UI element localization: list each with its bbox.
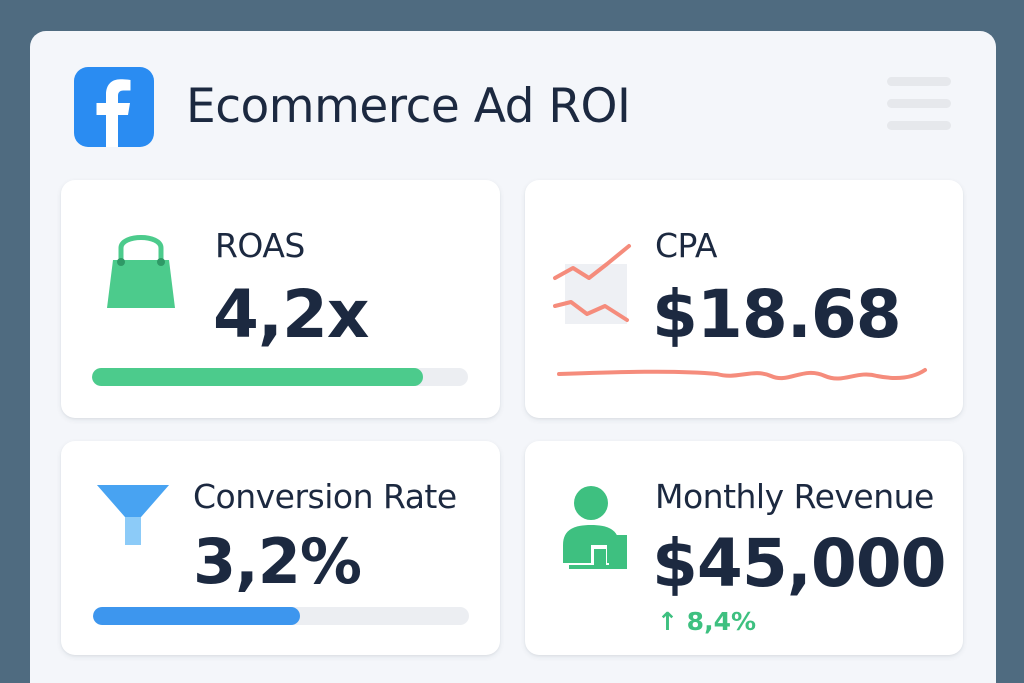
conversion-rate-label: Conversion Rate [193,477,457,516]
monthly-revenue-value: $45,000 [652,525,947,602]
header: Ecommerce Ad ROI [30,31,996,181]
funnel-icon [93,481,173,565]
arrow-up-icon: ↑ [657,607,678,636]
conversion-rate-value: 3,2% [193,525,362,598]
cpa-trend-line [557,368,927,381]
cpa-card[interactable]: CPA $18.68 [525,180,963,418]
revenue-change: ↑ 8,4% [657,607,756,636]
monthly-revenue-card[interactable]: Monthly Revenue $45,000 ↑ 8,4% [525,441,963,655]
page-title: Ecommerce Ad ROI [186,79,631,134]
cpa-label: CPA [655,226,717,265]
roas-progress-bar [92,368,468,386]
facebook-icon[interactable] [74,67,154,147]
conversion-rate-card[interactable]: Conversion Rate 3,2% [61,441,500,655]
conversion-rate-progress-fill [93,607,300,625]
hamburger-menu-icon[interactable] [884,75,952,131]
cpa-value: $18.68 [652,276,902,353]
dashboard-panel: Ecommerce Ad ROI ROAS 4,2x [30,31,996,683]
roas-card[interactable]: ROAS 4,2x [61,180,500,418]
revenue-change-value: 8,4% [686,607,757,636]
roas-value: 4,2x [213,276,369,353]
shopping-bag-icon [101,222,181,316]
trend-chart-icon [549,236,639,336]
monthly-revenue-label: Monthly Revenue [655,477,934,516]
conversion-rate-progress-bar [93,607,469,625]
roas-progress-fill [92,368,423,386]
user-growth-icon [561,483,631,577]
roas-label: ROAS [215,226,305,265]
